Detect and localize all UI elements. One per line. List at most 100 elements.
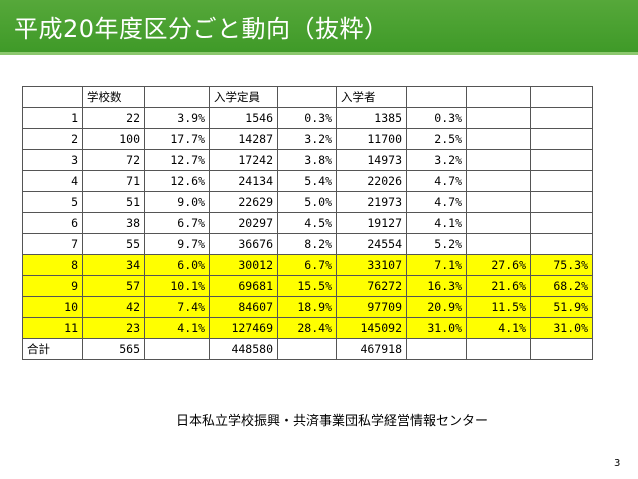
table-cell: 30012 bbox=[209, 254, 278, 276]
table-cell: 33107 bbox=[336, 254, 407, 276]
table-cell: 1385 bbox=[336, 107, 407, 129]
table-cell: 学校数 bbox=[82, 86, 145, 108]
table-cell: 36676 bbox=[209, 233, 278, 255]
table-cell: 11 bbox=[22, 317, 83, 339]
table-cell: 448580 bbox=[209, 338, 278, 360]
table-cell: 69681 bbox=[209, 275, 278, 297]
table-cell: 467918 bbox=[336, 338, 407, 360]
table-cell: 7.4% bbox=[144, 296, 210, 318]
table-row: 8 34 6.0% 30012 6.7% 33107 7.1% 27.6% 75.3% bbox=[22, 254, 593, 276]
table-cell: 合計 bbox=[22, 338, 83, 360]
table-cell bbox=[530, 149, 593, 171]
table-cell: 68.2% bbox=[530, 275, 593, 297]
table-cell: 21973 bbox=[336, 191, 407, 213]
table-cell: 84607 bbox=[209, 296, 278, 318]
table-cell: 1546 bbox=[209, 107, 278, 129]
table-cell: 4.5% bbox=[277, 212, 337, 234]
table-cell bbox=[22, 86, 83, 108]
table-cell: 2.5% bbox=[406, 128, 467, 150]
table-cell bbox=[466, 191, 531, 213]
table-row: 7 55 9.7% 36676 8.2% 24554 5.2% bbox=[22, 233, 593, 255]
table-cell: 2 bbox=[22, 128, 83, 150]
source-note: 日本私立学校振興・共済事業団私学経営情報センター bbox=[176, 414, 489, 429]
table-cell bbox=[466, 338, 531, 360]
table-cell: 4 bbox=[22, 170, 83, 192]
table-cell: 7.1% bbox=[406, 254, 467, 276]
table-cell: 71 bbox=[82, 170, 145, 192]
table-cell: 23 bbox=[82, 317, 145, 339]
table-cell: 31.0% bbox=[406, 317, 467, 339]
table-cell: 0.3% bbox=[277, 107, 337, 129]
table-cell bbox=[406, 86, 467, 108]
table-cell: 3.9% bbox=[144, 107, 210, 129]
table-cell: 31.0% bbox=[530, 317, 593, 339]
table-cell: 21.6% bbox=[466, 275, 531, 297]
table-cell: 3 bbox=[22, 149, 83, 171]
table-cell bbox=[466, 170, 531, 192]
table-cell bbox=[277, 338, 337, 360]
table-cell: 5 bbox=[22, 191, 83, 213]
table-cell: 24554 bbox=[336, 233, 407, 255]
table-cell: 24134 bbox=[209, 170, 278, 192]
table-cell: 6 bbox=[22, 212, 83, 234]
table-cell: 11700 bbox=[336, 128, 407, 150]
table-cell: 76272 bbox=[336, 275, 407, 297]
table-row: 9 57 10.1% 69681 15.5% 76272 16.3% 21.6% 68.2% bbox=[22, 275, 593, 297]
table-cell: 20297 bbox=[209, 212, 278, 234]
table-cell: 145092 bbox=[336, 317, 407, 339]
table-cell: 8 bbox=[22, 254, 83, 276]
table-cell bbox=[530, 233, 593, 255]
table-cell: 55 bbox=[82, 233, 145, 255]
table-row: 1 22 3.9% 1546 0.3% 1385 0.3% bbox=[22, 107, 593, 129]
table-cell: 57 bbox=[82, 275, 145, 297]
table-row: 11 23 4.1% 127469 28.4% 145092 31.0% 4.1% 31.0% bbox=[22, 317, 593, 339]
statistics-table: 学校数 入学定員 入学者 1 22 3.9% 1546 0.3% 1385 0.3% 2 100 17.… bbox=[22, 86, 593, 360]
table-cell: 入学定員 bbox=[209, 86, 278, 108]
table-cell: 38 bbox=[82, 212, 145, 234]
table-cell bbox=[466, 233, 531, 255]
table-cell: 34 bbox=[82, 254, 145, 276]
table-cell bbox=[277, 86, 337, 108]
table-cell bbox=[530, 191, 593, 213]
table-cell: 97709 bbox=[336, 296, 407, 318]
table-row: 10 42 7.4% 84607 18.9% 97709 20.9% 11.5% 51.9% bbox=[22, 296, 593, 318]
table-total-row: 合計 565 448580 467918 bbox=[22, 338, 593, 360]
table-cell: 5.0% bbox=[277, 191, 337, 213]
table-cell: 3.2% bbox=[277, 128, 337, 150]
table-cell: 565 bbox=[82, 338, 145, 360]
table-row: 3 72 12.7% 17242 3.8% 14973 3.2% bbox=[22, 149, 593, 171]
table-cell: 9.0% bbox=[144, 191, 210, 213]
table-cell: 16.3% bbox=[406, 275, 467, 297]
table-cell: 11.5% bbox=[466, 296, 531, 318]
table-cell: 42 bbox=[82, 296, 145, 318]
table-cell: 72 bbox=[82, 149, 145, 171]
table-cell bbox=[406, 338, 467, 360]
table-cell bbox=[530, 128, 593, 150]
table-cell bbox=[530, 338, 593, 360]
table-cell: 10.1% bbox=[144, 275, 210, 297]
slide-title: 平成20年度区分ごと動向（抜粋） bbox=[14, 15, 389, 43]
table-cell bbox=[466, 149, 531, 171]
table-cell: 0.3% bbox=[406, 107, 467, 129]
table-cell bbox=[466, 86, 531, 108]
table-cell bbox=[530, 212, 593, 234]
table-cell: 12.7% bbox=[144, 149, 210, 171]
table-cell: 17.7% bbox=[144, 128, 210, 150]
table-cell bbox=[144, 86, 210, 108]
table-cell: 4.1% bbox=[144, 317, 210, 339]
table-cell: 15.5% bbox=[277, 275, 337, 297]
table-cell: 6.7% bbox=[144, 212, 210, 234]
table-cell: 4.1% bbox=[466, 317, 531, 339]
table-cell: 5.4% bbox=[277, 170, 337, 192]
table-cell: 3.2% bbox=[406, 149, 467, 171]
table-cell: 4.7% bbox=[406, 170, 467, 192]
page-number: 3 bbox=[614, 458, 621, 469]
table-cell: 入学者 bbox=[336, 86, 407, 108]
table-cell: 4.1% bbox=[406, 212, 467, 234]
table-cell: 100 bbox=[82, 128, 145, 150]
table-cell: 3.8% bbox=[277, 149, 337, 171]
table-cell bbox=[530, 107, 593, 129]
table-row: 4 71 12.6% 24134 5.4% 22026 4.7% bbox=[22, 170, 593, 192]
table-cell bbox=[144, 338, 210, 360]
table-cell: 14973 bbox=[336, 149, 407, 171]
